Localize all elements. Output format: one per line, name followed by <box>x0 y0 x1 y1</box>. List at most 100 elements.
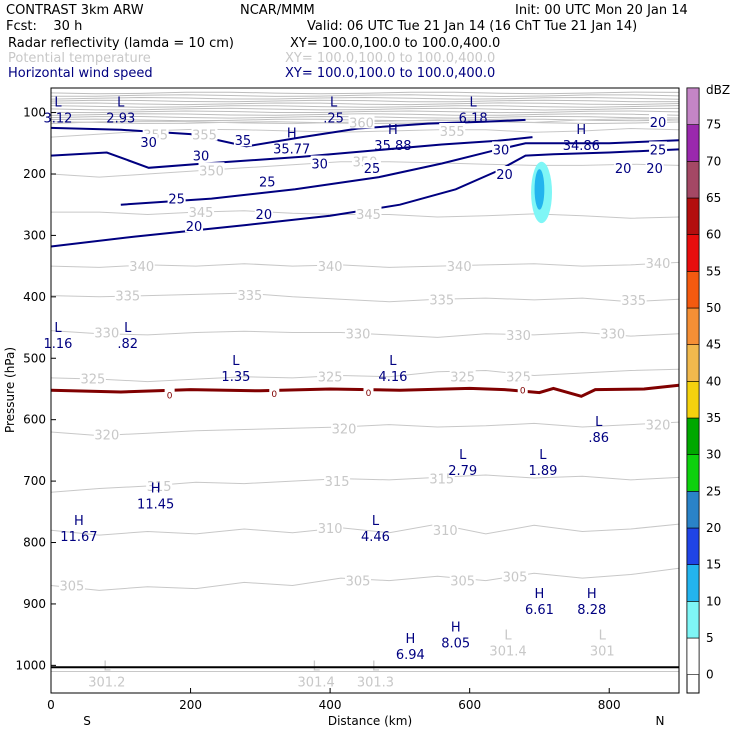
zero-dbz-line <box>50 383 680 398</box>
theta-label: 305 <box>450 575 475 590</box>
colorbar-swatch-35 <box>686 381 700 419</box>
plot-frame <box>50 87 680 694</box>
colorbar-swatch-65 <box>686 161 700 199</box>
theta-label: 305 <box>346 575 371 590</box>
theta-label-bg <box>317 368 344 383</box>
colorbar-swatch-40 <box>686 344 700 382</box>
theta-label-bg <box>236 286 263 301</box>
theta-label: 320 <box>94 428 119 443</box>
marker-value: 301.2 <box>88 675 125 690</box>
theta-label: 330 <box>94 326 119 341</box>
theta-label-bg <box>345 572 372 587</box>
colorbar-level-label: 20 <box>706 521 721 535</box>
wind-label: 35 <box>235 134 252 149</box>
theta-label-bg <box>128 258 155 273</box>
marker-value: 35.77 <box>273 142 310 157</box>
colorbar-level-label: 50 <box>706 301 721 315</box>
upper-theta-line <box>50 99 680 103</box>
theta-label: 340 <box>318 260 343 275</box>
contour-labels: 3553553603553503503453453403403403403353… <box>58 113 672 595</box>
colorbar-level-label: 60 <box>706 228 721 242</box>
theta-label: 350 <box>199 164 224 179</box>
theta-label-bg <box>317 258 344 273</box>
wind-label-bg <box>362 159 381 174</box>
wind-label: 20 <box>650 116 667 131</box>
y-tick-label: 800 <box>23 536 46 550</box>
marker-value: 3.12 <box>44 112 73 127</box>
high-marker: H <box>151 481 161 496</box>
theta-label-bg <box>620 291 647 306</box>
theta-label-bg <box>645 416 672 431</box>
wind-contour-25 <box>120 139 680 206</box>
marker-value: 6.61 <box>525 603 554 618</box>
wind-contour-20 <box>50 148 680 248</box>
low-marker: L <box>330 96 338 111</box>
colorbar-level-label: 55 <box>706 264 721 278</box>
wind-label: 30 <box>493 143 510 158</box>
wind-label: 20 <box>615 162 632 177</box>
theta-label-bg <box>198 162 225 177</box>
marker-value: 301.3 <box>357 675 394 690</box>
high-low-markers: L3.12L2.93L.25L6.18H35.77H35.88H34.86L1.… <box>44 96 615 691</box>
zero-dbz-label-bg <box>269 384 280 399</box>
wind-label-bg <box>192 147 211 162</box>
theta-label-bg <box>93 426 120 441</box>
marker-value: 301.4 <box>489 645 526 660</box>
colorbar-swatch-25 <box>686 454 700 492</box>
theta-label: 340 <box>447 260 472 275</box>
theta-label-bg <box>114 287 141 302</box>
marker-value: 1.89 <box>528 464 557 479</box>
colorbar-level-label: 30 <box>706 448 721 462</box>
theta-label: 335 <box>237 289 262 304</box>
upper-theta-line <box>50 96 680 100</box>
theta-label: 330 <box>600 328 625 343</box>
theta-label-bg <box>324 473 351 488</box>
marker-value: .82 <box>117 337 138 352</box>
colorbar-level-label: 25 <box>706 484 721 498</box>
colorbar-swatch-0 <box>686 637 700 675</box>
theta-label: 335 <box>621 294 646 309</box>
marker-value: 2.79 <box>448 464 477 479</box>
theta-label: 345 <box>356 208 381 223</box>
theta-label-bg <box>317 519 344 534</box>
wind-label-bg <box>649 141 668 156</box>
wind-label: 30 <box>193 150 210 165</box>
theta-contour-310 <box>50 523 680 536</box>
wind-contour-30 <box>50 136 533 169</box>
y-tick-label: 200 <box>23 167 46 181</box>
high-marker: H <box>587 587 597 602</box>
low-marker: L <box>372 514 380 529</box>
colorbar-swatch-70 <box>686 124 700 162</box>
wind-label-bg <box>139 134 158 149</box>
theta-contour-320 <box>50 421 680 437</box>
theta-label-bg <box>449 572 476 587</box>
wind-label: 20 <box>256 208 273 223</box>
wind-label-bg <box>649 113 668 128</box>
theta-label: 355 <box>440 125 465 140</box>
theta-contour-340 <box>50 261 680 268</box>
x-axis: 0 200 400 600 800 <box>47 688 621 712</box>
colorbar-swatch-15 <box>686 527 700 565</box>
theta-label-bg <box>446 258 473 273</box>
theta-label-bg <box>428 470 455 485</box>
theta-label: 305 <box>503 570 528 585</box>
colorbar-swatch-75 <box>686 87 700 125</box>
wind-label-bg <box>185 218 204 233</box>
high-marker: H <box>388 123 398 138</box>
valid-time: Valid: 06 UTC Tue 21 Jan 14 (16 ChT Tue … <box>307 19 637 34</box>
colorbar-level-label: 15 <box>706 558 721 572</box>
marker-value: .25 <box>323 112 344 127</box>
marker-value: 35.88 <box>374 139 411 154</box>
colorbar-swatch-20 <box>686 491 700 529</box>
marker-value: 1.35 <box>221 370 250 385</box>
wind-label: 20 <box>186 220 203 235</box>
theta-contour-325 <box>50 368 680 383</box>
theta-label: 315 <box>325 475 350 490</box>
theta-label: 305 <box>60 580 85 595</box>
theta-label-bg <box>188 204 215 219</box>
marker-value: 1.16 <box>44 337 73 352</box>
field-name-reflectivity: Radar reflectivity (lamda = 10 cm) <box>8 36 234 51</box>
colorbar-swatch-55 <box>686 234 700 272</box>
